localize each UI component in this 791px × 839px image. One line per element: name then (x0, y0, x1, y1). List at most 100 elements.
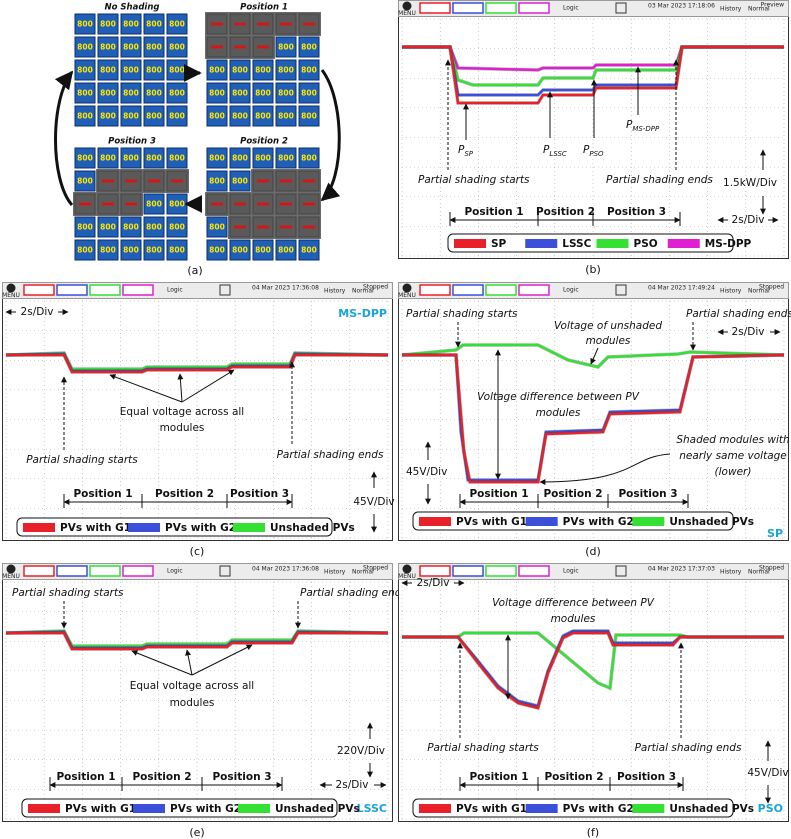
pv-module (275, 36, 297, 58)
module-label: 800 (232, 89, 248, 98)
pv-module (229, 105, 251, 127)
arrow (185, 649, 193, 676)
channel-box (485, 284, 517, 296)
header-text: MENU (2, 573, 20, 580)
annotation: MS-DPP (338, 307, 387, 320)
annotation: Equal voltage across all (130, 680, 254, 692)
pv-module (97, 147, 119, 169)
module-label: 800 (146, 112, 162, 121)
module-label: 800 (123, 20, 139, 29)
module-label: 800 (123, 43, 139, 52)
legend-swatch (238, 804, 270, 813)
pv-module (252, 147, 274, 169)
menu-icon (402, 564, 412, 574)
module-label: 800 (169, 223, 185, 232)
legend-swatch (667, 239, 700, 248)
annotation: 2s/Div (336, 779, 369, 791)
annotation: 220V/Div (337, 745, 385, 757)
pv-module (206, 105, 228, 127)
pv-module (166, 36, 188, 58)
module-label: 800 (100, 246, 116, 255)
pv-module (74, 36, 96, 58)
legend-swatch (632, 517, 665, 526)
panel-label: (b) (585, 263, 601, 276)
module-label: 800 (301, 89, 317, 98)
annotation: 2s/Div (417, 577, 450, 589)
header-text: Normal (748, 6, 770, 13)
annotation: modules (160, 422, 205, 434)
module-label: 800 (100, 112, 116, 121)
annotation: Partial shading starts (26, 454, 138, 466)
module-label: 800 (169, 20, 185, 29)
annotation: Voltage of unshaded (554, 320, 662, 332)
module-label: 800 (123, 112, 139, 121)
module-label: 800 (255, 246, 271, 255)
icon (219, 284, 231, 296)
position-label: Position 3 (212, 771, 271, 783)
pv-module (143, 59, 165, 81)
trace (402, 631, 784, 710)
module-label: 800 (146, 200, 162, 209)
annotation: 1.5kW/Div (723, 177, 777, 189)
pv-module (143, 82, 165, 104)
pv-module (97, 36, 119, 58)
header-text: History (324, 288, 346, 295)
annotation: PSP (458, 144, 474, 158)
header-text: MENU (398, 573, 416, 580)
header-text: History (720, 288, 742, 295)
panel-label: (d) (585, 545, 601, 558)
pv-module (143, 36, 165, 58)
pv-module (120, 13, 142, 35)
pv-module (166, 239, 188, 261)
scope-frame (398, 282, 789, 541)
trace (6, 353, 388, 374)
annotation: Shaded modules with (676, 434, 789, 446)
module-label: 800 (278, 246, 294, 255)
legend-label: PVs with G2 (165, 522, 236, 534)
annotation: Partial shading ends (606, 174, 713, 186)
channel-box (452, 565, 484, 577)
pv-module (120, 36, 142, 58)
annotation: (lower) (715, 466, 752, 478)
pv-module (120, 82, 142, 104)
channel-box (518, 2, 550, 14)
module-label: 800 (123, 154, 139, 163)
module-label: 800 (169, 66, 185, 75)
pv-module (166, 105, 188, 127)
pv-module (97, 59, 119, 81)
header-text: 04 Mar 2023 17:37:03 (648, 566, 715, 573)
trace (402, 353, 785, 484)
position-label: Position 2 (543, 488, 602, 500)
annotation: Partial shading ends (686, 308, 791, 320)
module-label: 800 (146, 66, 162, 75)
header-text: Stopped (363, 284, 388, 291)
module-label: 800 (255, 112, 271, 121)
legend-swatch (233, 523, 265, 532)
module-label: 800 (255, 89, 271, 98)
module-label: 800 (209, 154, 225, 163)
annotation: Partial shading starts (12, 587, 124, 599)
module-label: 800 (209, 177, 225, 186)
pv-module (97, 105, 119, 127)
legend-swatch (128, 523, 160, 532)
pv-module (229, 239, 251, 261)
annotation: Partial shading ends (300, 587, 407, 599)
position-label: Position 2 (132, 771, 191, 783)
annotation: 2s/Div (732, 326, 765, 338)
module-label: 800 (77, 89, 93, 98)
trace (402, 631, 784, 690)
pv-module (97, 239, 119, 261)
channel-box (518, 284, 550, 296)
legend-label: Unshaded PVs (669, 803, 754, 815)
header-text: 03 Mar 2023 17:18:06 (648, 3, 715, 10)
channel-box (56, 565, 88, 577)
module-label: 800 (169, 43, 185, 52)
pv-module (298, 59, 320, 81)
arrow (131, 650, 193, 676)
menu-icon (6, 564, 16, 574)
annotation: SP (767, 527, 783, 540)
scope-panel: MENU Logic 04 Mar 2023 17:37:03 History Norm… (398, 563, 789, 822)
module-label: 800 (209, 246, 225, 255)
p-sub: MS-DPP (632, 125, 660, 133)
